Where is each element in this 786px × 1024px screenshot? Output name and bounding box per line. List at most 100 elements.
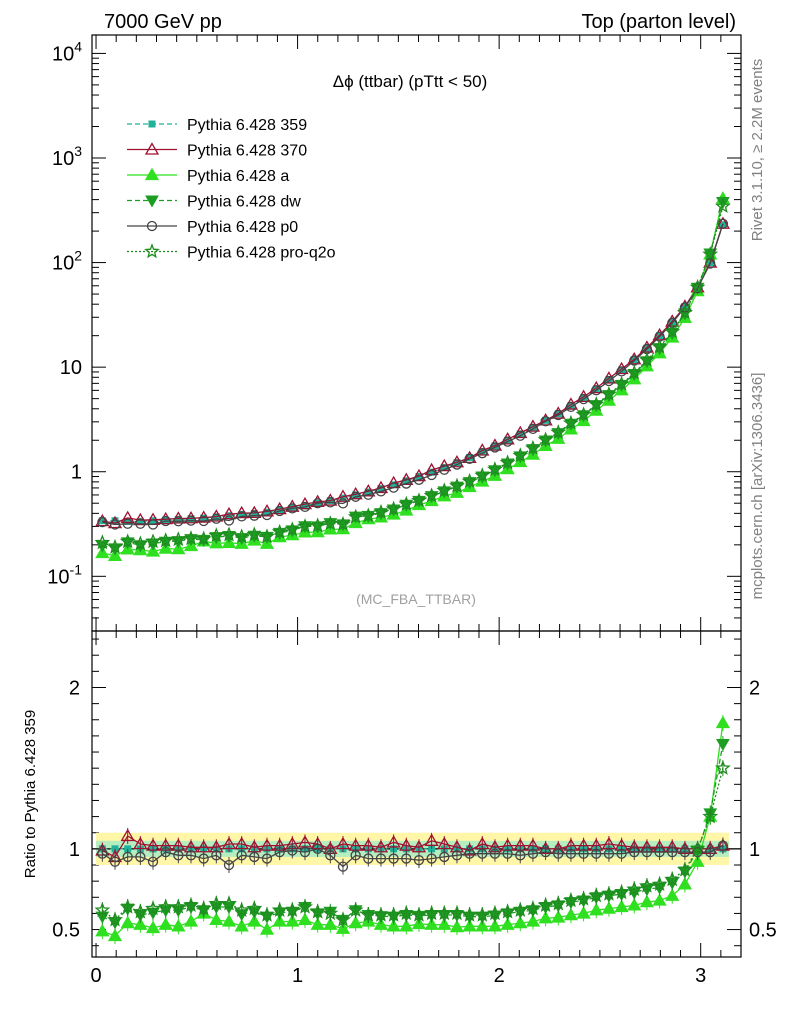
main-series-group [94, 191, 731, 561]
data-point [236, 511, 247, 522]
data-point [664, 323, 681, 339]
ratio-point [426, 853, 437, 864]
legend-entry: Pythia 6.428 a [127, 167, 289, 185]
ratio-point [398, 905, 415, 921]
legend-marker [144, 243, 160, 259]
legend-entry: Pythia 6.428 359 [127, 117, 307, 134]
ratio-point [575, 890, 592, 906]
ratio-point [489, 848, 501, 859]
ratio-point [160, 846, 171, 858]
data-point [149, 517, 157, 525]
ratio-point [411, 906, 427, 922]
data-point [487, 438, 503, 451]
data-point [297, 518, 313, 534]
data-point [335, 489, 351, 502]
data-point [527, 423, 539, 435]
ratio-tick-label-right: 0.5 [749, 920, 777, 942]
ratio-point [350, 850, 361, 861]
ratio-point [439, 851, 450, 863]
data-point [287, 503, 298, 514]
data-point [347, 508, 364, 524]
series-line [102, 223, 724, 524]
ratio-point [702, 808, 719, 824]
ratio-point [600, 885, 617, 901]
data-point [451, 459, 463, 470]
ratio-point [386, 919, 401, 932]
ratio-point [246, 900, 263, 916]
ratio-point [322, 905, 339, 921]
data-point [97, 516, 108, 528]
data-point [605, 376, 613, 384]
ratio-point [309, 903, 326, 919]
data-point [413, 474, 425, 485]
energy-label: 7000 GeV pp [104, 11, 222, 33]
data-point [323, 493, 338, 506]
data-point [428, 468, 436, 476]
data-point [626, 364, 643, 380]
ratio-point [679, 846, 691, 858]
data-point [477, 448, 488, 459]
data-point [350, 491, 361, 502]
ratio-point [221, 914, 237, 927]
data-point [249, 510, 260, 521]
data-point [208, 527, 225, 543]
data-point [160, 515, 171, 527]
data-point [537, 431, 554, 447]
ratio-point [271, 901, 288, 917]
ratio-point [502, 848, 513, 859]
data-point [135, 518, 146, 529]
y-tick-label: 103 [52, 143, 82, 170]
data-point [339, 494, 347, 502]
legend: Pythia 6.428 359 Pythia 6.428 370 Pythia 6… [127, 117, 336, 262]
data-point [398, 495, 415, 511]
ratio-point [221, 836, 237, 850]
ratio-point [234, 919, 249, 932]
data-point [603, 375, 615, 387]
data-point [553, 409, 564, 421]
ratio-point [399, 838, 414, 851]
ratio-point [375, 853, 387, 864]
data-point [676, 304, 693, 320]
ratio-point [145, 920, 161, 934]
mcplots-label: mcplots.cern.ch [arXiv:1306.3436] [749, 373, 766, 600]
ratio-tick-label-right: 1 [749, 839, 760, 861]
data-point [578, 393, 589, 405]
ratio-point [705, 846, 716, 858]
ratio-point [119, 898, 136, 914]
ratio-point [424, 917, 439, 930]
data-point [702, 246, 719, 262]
ratio-point [233, 901, 250, 917]
ratio-point [171, 919, 186, 932]
ratio-point [310, 917, 325, 930]
series-pythia-6-428-pro-q2o [94, 197, 731, 554]
ratio-panel-frame [91, 630, 742, 958]
data-point [352, 491, 360, 499]
ratio-point [247, 914, 262, 927]
ratio-point [540, 846, 551, 858]
data-point [363, 489, 374, 500]
y-tick-label: 10 [60, 357, 82, 379]
series-line [102, 223, 724, 526]
data-point [310, 494, 325, 508]
data-point [361, 483, 376, 497]
ratio-point [221, 895, 237, 911]
ratio-point [551, 910, 566, 923]
ratio-point [513, 915, 528, 929]
legend-marker [146, 220, 158, 232]
ratio-point [145, 900, 161, 916]
rivet-label: Rivet 3.1.10, ≥ 2.2M events [749, 59, 766, 242]
data-point [580, 394, 588, 402]
data-point [449, 477, 465, 493]
ratio-series-group [94, 714, 731, 945]
ratio-point [388, 853, 399, 864]
ratio-series-pythia-6-428-a [95, 714, 731, 945]
data-point [464, 453, 475, 464]
ratio-point [437, 836, 452, 850]
ratio-point [109, 856, 121, 867]
data-point [705, 258, 716, 269]
data-point [360, 507, 377, 523]
legend-label: Pythia 6.428 pro-q2o [187, 245, 336, 262]
data-point [284, 521, 301, 537]
data-point [299, 501, 311, 513]
ratio-point [667, 846, 678, 858]
